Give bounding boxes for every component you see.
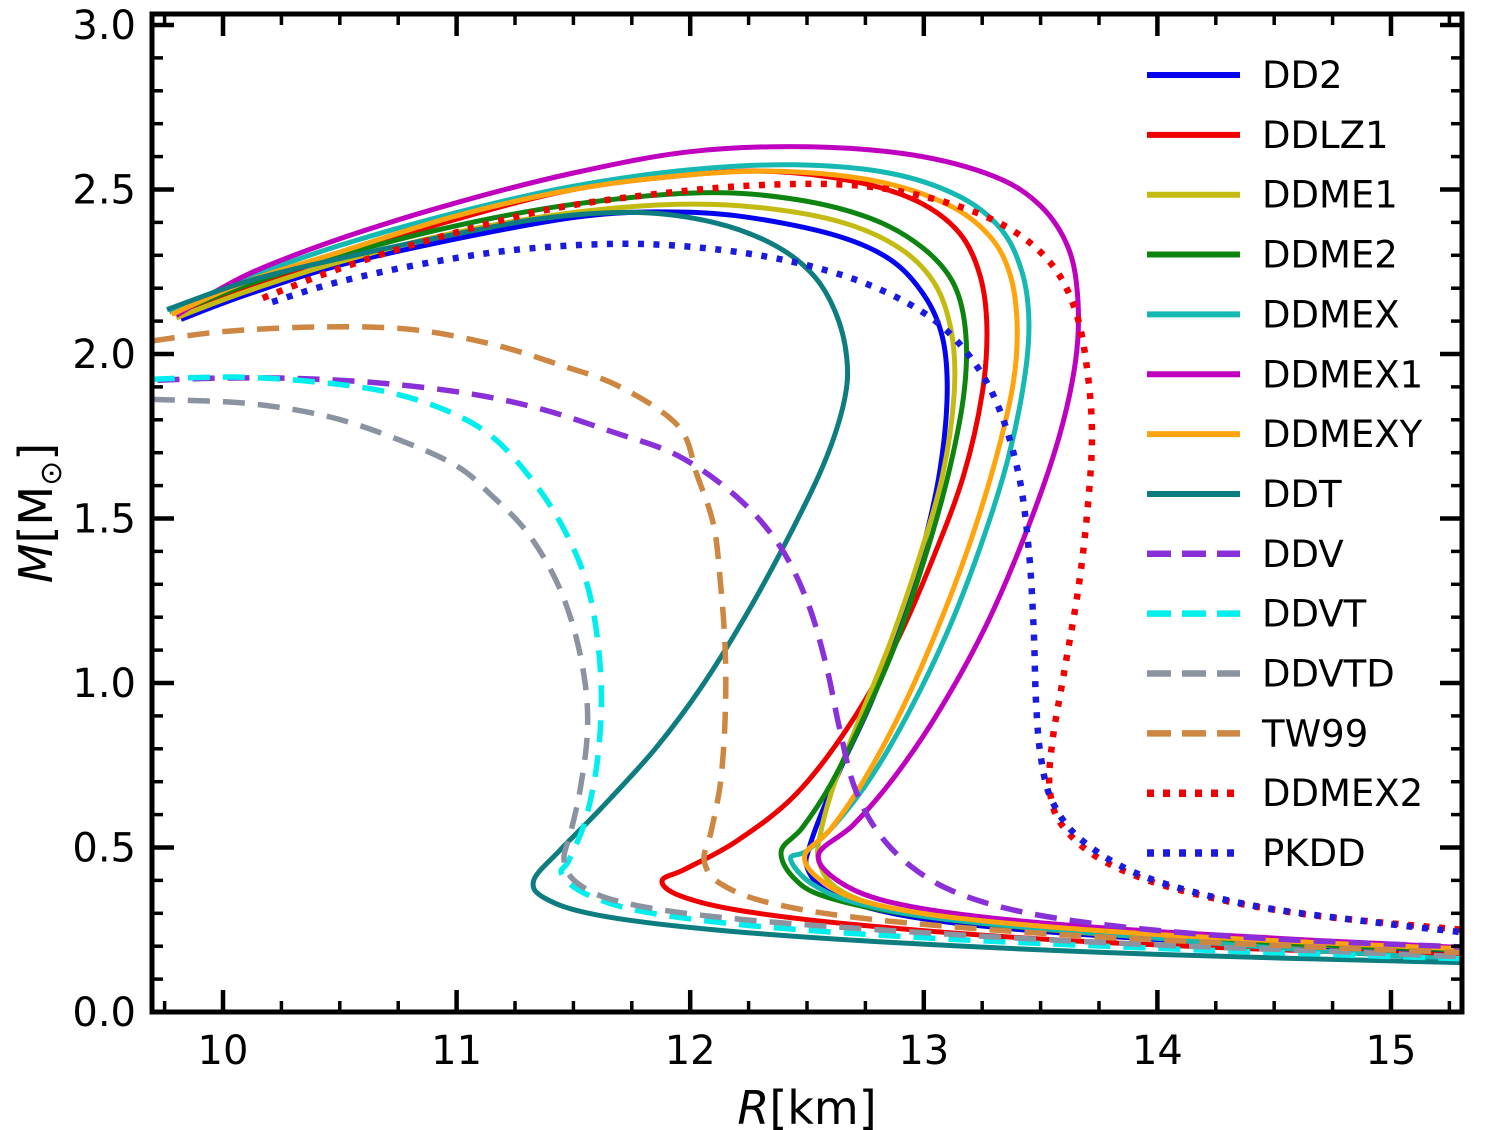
- legend-item-ddmex1: DDMEX1: [1147, 353, 1423, 396]
- legend-item-ddmex: DDMEX: [1147, 293, 1400, 336]
- legend-label: DDVTD: [1262, 653, 1395, 696]
- legend-item-pkdd: PKDD: [1147, 832, 1366, 875]
- y-tick-label: 0.0: [72, 990, 136, 1036]
- legend-item-ddmexy: DDMEXY: [1147, 413, 1423, 456]
- y-tick-label: 1.0: [72, 661, 136, 707]
- curves-layer: [152, 144, 1462, 966]
- x-tick-label: 15: [1366, 1028, 1417, 1074]
- legend-label: DDT: [1262, 473, 1342, 516]
- legend-item-ddme2: DDME2: [1147, 234, 1398, 277]
- legend-item-tw99: TW99: [1147, 712, 1368, 755]
- legend-item-ddvt: DDVT: [1147, 593, 1367, 636]
- curve-ddmexy: [170, 168, 1462, 952]
- legend-item-ddme1: DDME1: [1147, 174, 1398, 217]
- y-tick-label: 0.5: [72, 825, 136, 871]
- plot-spine: [149, 11, 1465, 1015]
- y-tick-label: 3.0: [72, 3, 136, 49]
- legend-label: DDME1: [1262, 174, 1398, 217]
- curve-ddv: [157, 375, 1462, 950]
- legend: DD2 DDLZ1 DDME1 DDME2 DDMEX DDMEX1 DDMEXY DDT DD…: [1147, 54, 1423, 875]
- legend-item-dd2: DD2: [1147, 54, 1343, 97]
- curve-ddmex: [168, 162, 1462, 962]
- curve-tw99: [152, 324, 1462, 956]
- curve-ddvt: [152, 374, 1462, 962]
- y-tick-label: 2.5: [72, 167, 136, 213]
- legend-item-ddt: DDT: [1147, 473, 1342, 516]
- legend-label: DDMEX: [1262, 293, 1400, 336]
- x-axis-label: R[km]: [737, 1081, 876, 1130]
- legend-label: DDME2: [1262, 234, 1398, 277]
- legend-label: DDMEX2: [1262, 772, 1423, 815]
- legend-label: DDMEX1: [1262, 353, 1423, 396]
- legend-item-ddvtd: DDVTD: [1147, 653, 1395, 696]
- legend-item-ddlz1: DDLZ1: [1147, 114, 1388, 157]
- legend-label: DDV: [1262, 533, 1344, 576]
- legend-label: TW99: [1261, 712, 1368, 755]
- x-tick-label: 12: [665, 1028, 716, 1074]
- x-tick-label: 11: [431, 1028, 482, 1074]
- curve-ddt: [166, 209, 1462, 966]
- curve-ddmex2: [261, 180, 1462, 933]
- y-tick-label: 1.5: [72, 496, 136, 542]
- legend-label: PKDD: [1262, 832, 1366, 875]
- y-axis-label: M[M⊙]: [9, 443, 69, 583]
- legend-item-ddmex2: DDMEX2: [1147, 772, 1423, 815]
- legend-label: DDMEXY: [1262, 413, 1423, 456]
- curve-pkdd: [271, 240, 1462, 936]
- x-tick-label: 14: [1132, 1028, 1183, 1074]
- legend-label: DDLZ1: [1262, 114, 1388, 157]
- x-tick-label: 10: [198, 1028, 249, 1074]
- legend-label: DDVT: [1262, 593, 1367, 636]
- x-tick-labels: 10 11 12 13 14 15: [198, 1028, 1417, 1074]
- curve-ddvtd: [152, 396, 1462, 960]
- legend-label: DD2: [1262, 54, 1343, 97]
- x-tick-label: 13: [898, 1028, 949, 1074]
- curve-ddmex1: [175, 144, 1462, 950]
- legend-item-ddv: DDV: [1147, 533, 1344, 576]
- y-tick-labels: 0.0 0.5 1.0 1.5 2.0 2.5 3.0: [72, 3, 136, 1036]
- y-tick-label: 2.0: [72, 332, 136, 378]
